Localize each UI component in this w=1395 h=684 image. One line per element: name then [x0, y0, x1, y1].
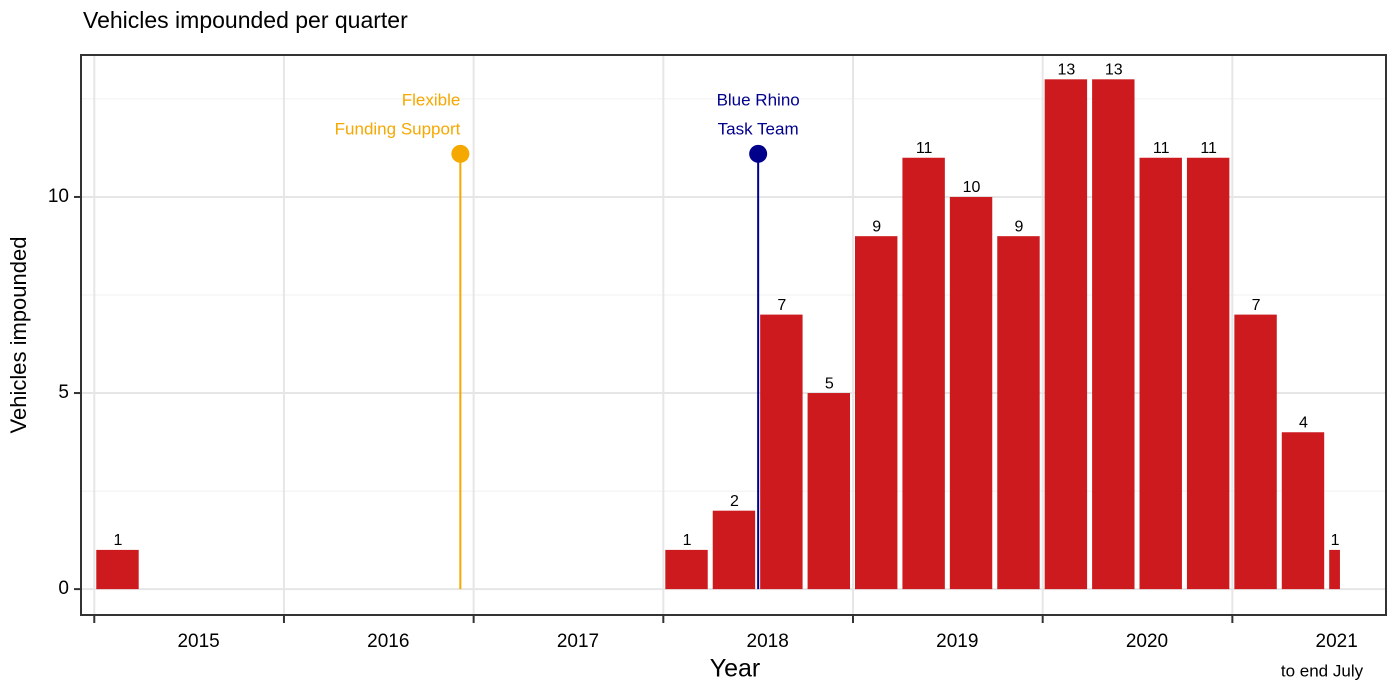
bar: [712, 510, 756, 590]
x-tick-label: 2021: [1316, 631, 1358, 652]
y-tick-label: 10: [48, 186, 69, 207]
x-tick-label: 2016: [367, 631, 409, 652]
y-tick-label: 0: [58, 578, 69, 599]
value-label: 10: [963, 179, 981, 196]
value-label: 1: [114, 532, 123, 549]
value-label: 7: [777, 297, 786, 314]
bar: [96, 549, 139, 590]
bar: [1139, 157, 1182, 590]
event-label: Funding Support: [335, 119, 461, 138]
y-axis-title: Vehicles impounded: [6, 237, 31, 434]
value-label: 4: [1299, 414, 1308, 431]
y-tick-label: 5: [58, 382, 69, 403]
event-dot: [749, 144, 768, 163]
value-label: 1: [683, 532, 692, 549]
value-label: 11: [916, 140, 933, 157]
value-label: 11: [1153, 140, 1170, 157]
x-tick-label: 2020: [1126, 631, 1168, 652]
event-label: Flexible: [402, 90, 461, 109]
bar: [1281, 432, 1325, 590]
value-label: 2: [730, 493, 739, 510]
bar: [760, 314, 803, 590]
bar: [1186, 157, 1230, 590]
event-label: Blue Rhino: [717, 90, 800, 109]
bar: [902, 157, 945, 590]
value-label: 1: [1331, 532, 1340, 549]
bar: [665, 549, 708, 590]
value-label: 13: [1105, 62, 1123, 79]
x-tick-label: 2015: [177, 631, 219, 652]
value-label: 5: [825, 375, 834, 392]
bar: [807, 393, 850, 590]
bar: [1044, 79, 1088, 590]
value-label: 9: [872, 218, 881, 235]
bar: [854, 236, 898, 590]
x-axis-title: Year: [710, 655, 761, 683]
value-label: 13: [1057, 62, 1075, 79]
x-tick-label: 2017: [557, 631, 599, 652]
x-axis-note: to end July: [1281, 661, 1364, 680]
bar: [1234, 314, 1277, 590]
value-label: 11: [1200, 140, 1217, 157]
bar: [949, 196, 993, 590]
x-tick-label: 2019: [936, 631, 978, 652]
chart-title: Vehicles impounded per quarter: [83, 7, 408, 33]
bar: [997, 236, 1040, 590]
bar: [1092, 79, 1135, 590]
value-label: 9: [1015, 218, 1024, 235]
x-tick-label: 2018: [747, 631, 789, 652]
plot-border: [80, 54, 1387, 616]
event-dot: [451, 144, 470, 163]
value-label: 7: [1252, 297, 1261, 314]
bar: [1329, 549, 1340, 590]
event-label: Task Team: [718, 119, 799, 138]
